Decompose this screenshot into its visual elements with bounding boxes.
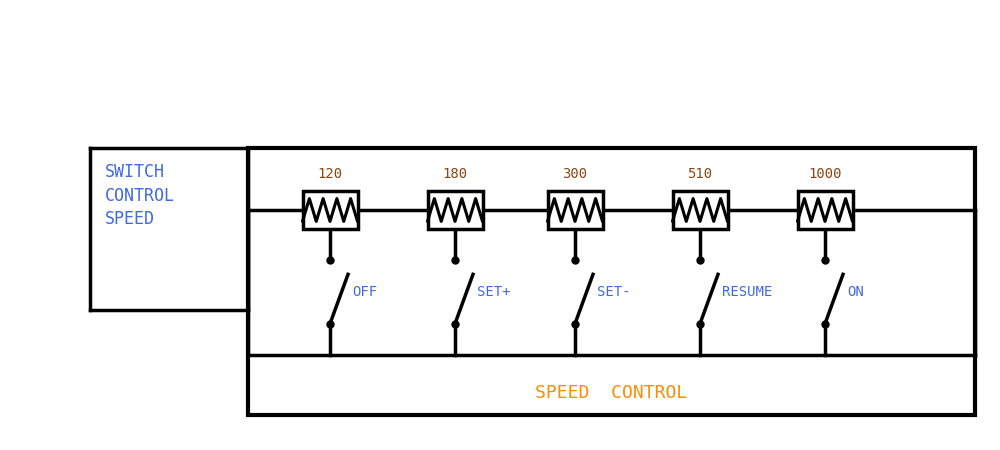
- Text: 1000: 1000: [808, 167, 842, 181]
- Bar: [548, 191, 602, 229]
- Text: 300: 300: [562, 167, 588, 181]
- Text: 510: 510: [687, 167, 713, 181]
- Text: SPEED  CONTROL: SPEED CONTROL: [535, 384, 688, 402]
- Bar: [428, 191, 482, 229]
- Bar: [302, 191, 358, 229]
- Bar: [248, 148, 975, 415]
- Text: 120: 120: [317, 167, 343, 181]
- Text: 180: 180: [442, 167, 468, 181]
- Text: OFF: OFF: [352, 285, 377, 299]
- Text: RESUME: RESUME: [722, 285, 772, 299]
- Text: SET-: SET-: [597, 285, 631, 299]
- Text: SET+: SET+: [477, 285, 511, 299]
- Text: ON: ON: [847, 285, 864, 299]
- Bar: [672, 191, 728, 229]
- Text: SWITCH
CONTROL
SPEED: SWITCH CONTROL SPEED: [105, 163, 175, 228]
- Bar: [798, 191, 852, 229]
